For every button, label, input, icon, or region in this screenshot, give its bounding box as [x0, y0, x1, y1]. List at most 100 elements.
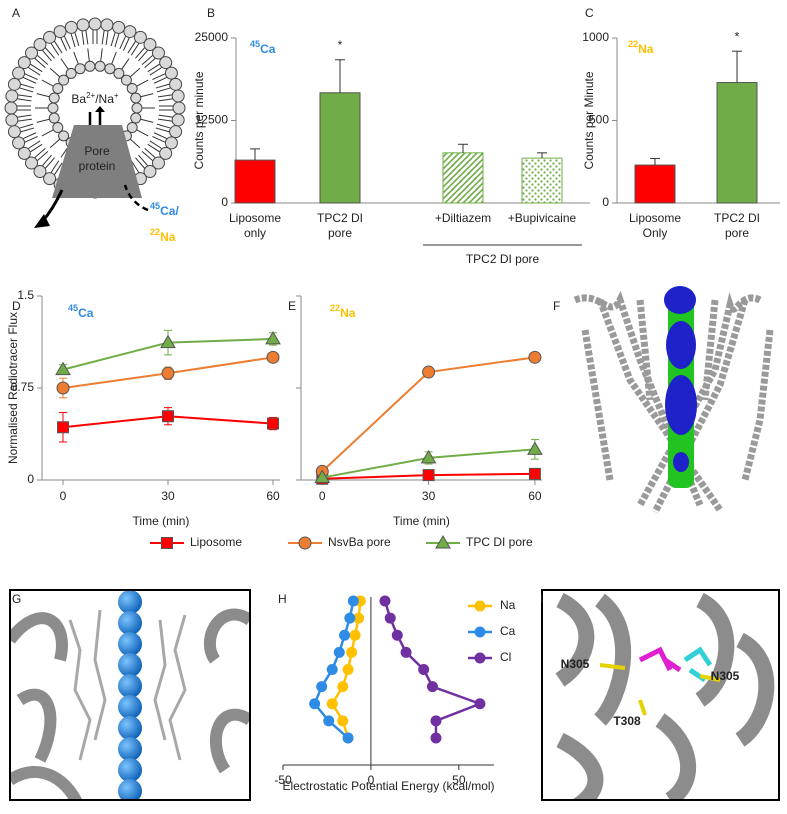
lipid-tail	[60, 37, 68, 51]
y-tick-label: 500	[589, 113, 609, 127]
marker	[342, 664, 354, 675]
ion-sphere	[118, 590, 142, 614]
isotope-mass: 22	[628, 40, 638, 50]
lipid-head	[43, 30, 57, 44]
decoration	[665, 375, 697, 435]
marker	[333, 646, 345, 658]
lipid-tail	[20, 83, 35, 89]
decoration	[204, 608, 250, 774]
x-tick-label: 30	[161, 489, 175, 503]
lipid-tail	[45, 157, 55, 169]
lipid-tail	[141, 151, 153, 161]
y-axis-label: Normalised Radiotracer Flux	[6, 312, 20, 464]
legend-label: TPC DI pore	[466, 535, 533, 549]
lipid-head	[88, 17, 102, 31]
isotope-mass: 22	[330, 304, 340, 314]
x-axis-label: Electrostatic Potential Energy (kcal/mol…	[282, 779, 494, 793]
marker	[162, 410, 174, 423]
lipid-tail	[18, 118, 33, 122]
ion-charge: 2+	[86, 91, 95, 100]
marker	[326, 664, 338, 675]
lipid-tail	[129, 138, 141, 149]
lipid-head	[104, 63, 116, 75]
pore-label: Pore	[84, 144, 110, 158]
marker	[266, 350, 280, 364]
marker	[342, 732, 354, 744]
x-axis-label: Time (min)	[393, 514, 450, 528]
lipid-head	[47, 102, 59, 114]
lipid-tail	[37, 55, 49, 65]
ion-sphere	[118, 674, 142, 698]
lipid-head	[53, 25, 67, 39]
isotope-symbol: Na	[340, 306, 356, 320]
lipid-tail	[147, 143, 160, 153]
isotope-symbol: Ca	[78, 306, 94, 320]
lipid-tail	[127, 41, 136, 54]
y-tick-label: 0	[602, 195, 609, 209]
influx-arrow	[123, 184, 149, 212]
lipid-tail	[136, 129, 149, 137]
lipid-head	[172, 101, 186, 115]
x-tick-label: +Bupivicaine	[508, 211, 577, 225]
y-tick-label: 12500	[195, 113, 229, 127]
lipid-tail	[24, 135, 38, 143]
lipid-tail	[153, 76, 167, 84]
marker	[314, 469, 331, 484]
lipid-tail	[19, 87, 34, 93]
marker	[426, 681, 438, 693]
marker	[400, 646, 412, 658]
residue-label: N305	[561, 657, 590, 671]
lipid-tail	[23, 132, 37, 140]
marker	[418, 664, 430, 675]
panel-letter: D	[12, 299, 21, 313]
marker	[474, 698, 486, 710]
ion-sphere	[118, 653, 142, 677]
marker	[346, 646, 358, 658]
lipid-head	[143, 164, 157, 178]
lipid-tail	[42, 154, 52, 166]
lipid-tail	[121, 58, 130, 70]
panel-letter: E	[288, 299, 296, 313]
ion-sphere	[118, 716, 142, 740]
lipid-head	[126, 82, 138, 94]
lipid-tail	[30, 63, 43, 73]
x-tick-label: TPC2 DI	[714, 211, 760, 225]
lipid-tail	[41, 79, 54, 87]
lipid-tail	[155, 127, 170, 133]
lipid-tail	[70, 33, 76, 48]
marker	[337, 715, 349, 727]
lipid-head	[25, 156, 39, 170]
isotope-symbol: Ca	[260, 42, 276, 56]
residue-label: T308	[613, 714, 641, 728]
marker	[309, 698, 321, 710]
lipid-tail	[30, 143, 43, 153]
lipid-tail	[17, 114, 32, 118]
marker	[337, 681, 349, 693]
ion-symbol: /Na	[95, 92, 114, 106]
lipid-head	[12, 136, 26, 150]
lipid-tail	[101, 30, 105, 45]
lipid-tail	[42, 50, 52, 62]
y-tick-label: 0	[27, 472, 34, 486]
panel-letter: B	[207, 6, 215, 20]
x-axis-label: Time (min)	[133, 514, 190, 528]
lipid-head	[58, 74, 70, 86]
marker	[326, 698, 338, 710]
lipid-tail	[54, 41, 63, 54]
ion-sphere	[118, 611, 142, 635]
legend-label: NsvBa pore	[328, 535, 391, 549]
lipid-head	[112, 20, 126, 34]
marker	[55, 361, 71, 376]
lipid-head	[130, 112, 142, 124]
isotope-symbol: Na	[638, 42, 654, 56]
decoration	[153, 614, 187, 761]
y-tick-label: 25000	[195, 30, 229, 44]
x-tick-label: +Diltiazem	[435, 211, 491, 225]
lipid-head	[12, 66, 26, 80]
lipid-head	[52, 122, 64, 134]
lipid-tail	[49, 138, 61, 149]
lipid-head	[48, 112, 60, 124]
x-tick-label: Only	[643, 226, 668, 240]
lipid-tail	[144, 148, 156, 158]
